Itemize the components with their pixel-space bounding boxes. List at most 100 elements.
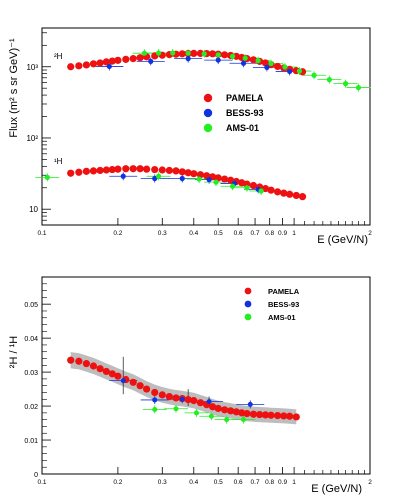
ratio-point-pamela — [256, 410, 264, 419]
ratio-y-tick-label: 0 — [34, 472, 38, 479]
flux-point-bess-93 — [206, 177, 212, 183]
ratio-point-pamela — [89, 362, 98, 370]
flux-point-pamela — [165, 166, 173, 175]
ratio-x-tick-label: 0.4 — [189, 479, 198, 486]
flux-legend-label-ams: AMS-01 — [226, 123, 259, 133]
flux-legend-label-pamela: PAMELA — [226, 93, 264, 103]
flux-point-ams-01 — [342, 81, 349, 87]
ratio-axes: 0.1 0.2 0.3 0.4 0.5 0.6 0.7 0.8 0.9 1 2 0 0.01 0.02 0.… — [24, 283, 372, 486]
flux-point-bess-93 — [185, 56, 191, 62]
ratio-point-ams-01 — [193, 410, 199, 416]
ratio-y-tick-label: 0.01 — [24, 438, 38, 445]
flux-point-pamela — [108, 165, 116, 174]
flux-point-bess-93 — [179, 175, 185, 182]
flux-point-pamela — [67, 63, 75, 71]
ratio-point-pamela — [232, 408, 240, 416]
flux-point-pamela — [273, 62, 282, 71]
ratio-point-bess-93 — [152, 397, 158, 403]
ratio-legend-marker-pamela — [244, 287, 252, 295]
ratio-point-pamela — [208, 403, 217, 411]
ratio-point-pamela — [151, 388, 159, 397]
ratio-point-pamela — [75, 357, 83, 365]
flux-point-pamela — [89, 60, 98, 68]
ratio-point-pamela — [286, 412, 294, 420]
flux-point-pamela — [178, 50, 186, 58]
ratio-plot-frame — [41, 276, 371, 475]
flux-axes: 0.1 0.2 0.3 0.4 0.5 0.6 0.7 0.8 0.9 1 2 10 10² 10³ — [26, 32, 372, 237]
flux-point-bess-93 — [215, 57, 221, 63]
flux-annotation-2h: ²H — [54, 52, 63, 61]
flux-x-axis-label: E (GeV/N) — [317, 234, 368, 246]
flux-point-pamela — [298, 193, 307, 201]
flux-point-pamela — [89, 167, 98, 175]
flux-point-pamela — [261, 59, 270, 67]
ratio-point-bess-93 — [120, 378, 126, 384]
flux-point-pamela — [249, 56, 258, 64]
ratio-point-ams-01 — [224, 417, 230, 423]
flux-point-ams-01 — [242, 55, 248, 61]
flux-point-pamela — [184, 169, 192, 177]
flux-point-pamela — [114, 56, 122, 64]
flux-point-ams-01 — [155, 173, 162, 179]
flux-point-pamela — [108, 57, 116, 65]
ratio-point-pamela — [220, 406, 229, 414]
ratio-legend-label-pamela: PAMELA — [268, 287, 300, 296]
flux-point-bess-93 — [120, 173, 126, 179]
ratio-point-pamela — [249, 410, 258, 418]
ratio-point-pamela — [280, 412, 288, 420]
flux-point-pamela — [143, 165, 151, 173]
flux-markers — [44, 49, 362, 201]
flux-y-tick-label: 10 — [29, 205, 38, 214]
ratio-y-tick-label: 0.05 — [24, 302, 38, 309]
ratio-legend-label-ams: AMS-01 — [268, 313, 296, 322]
ratio-x-tick-label: 0.3 — [158, 479, 167, 486]
flux-x-tick-label: 0.9 — [278, 230, 287, 237]
flux-point-pamela — [232, 52, 240, 60]
ratio-point-pamela — [165, 392, 173, 401]
ratio-point-pamela — [143, 385, 151, 393]
flux-x-tick-label: 0.1 — [37, 230, 46, 237]
flux-point-ams-01 — [170, 50, 176, 56]
ratio-point-pamela — [102, 367, 110, 376]
flux-point-pamela — [151, 165, 159, 174]
ratio-markers — [67, 356, 300, 423]
flux-point-ams-01 — [229, 53, 236, 59]
ratio-x-tick-label: 0.2 — [113, 479, 122, 486]
ratio-point-ams-01 — [241, 417, 247, 423]
flux-point-pamela — [267, 186, 275, 194]
ratio-x-tick-label: 0.5 — [214, 479, 223, 486]
flux-point-pamela — [136, 54, 144, 62]
ratio-y-tick-label: 0.04 — [24, 336, 38, 343]
flux-legend-label-bess: BESS-93 — [226, 108, 264, 118]
ratio-x-tick-label: 0.8 — [265, 479, 274, 486]
flux-x-tick-label: 2 — [368, 230, 372, 237]
flux-point-ams-01 — [155, 50, 162, 56]
flux-point-ams-01 — [258, 188, 264, 194]
flux-point-pamela — [129, 165, 137, 173]
flux-point-bess-93 — [240, 60, 247, 66]
ratio-x-tick-label: 2 — [368, 479, 372, 486]
flux-point-bess-93 — [148, 58, 154, 64]
flux-point-pamela — [172, 167, 180, 175]
ratio-legend-marker-ams — [244, 313, 252, 321]
flux-point-ams-01 — [255, 57, 261, 64]
flux-point-pamela — [122, 165, 130, 173]
ratio-x-tick-label: 0.6 — [234, 479, 243, 486]
flux-legend-marker-bess — [203, 108, 213, 118]
flux-point-pamela — [261, 184, 270, 193]
ratio-point-pamela — [190, 397, 198, 405]
flux-annotation-1h: ¹H — [54, 157, 63, 166]
flux-point-pamela — [220, 175, 229, 183]
flux-point-pamela — [96, 166, 104, 175]
flux-point-pamela — [102, 166, 110, 174]
ratio-point-pamela — [196, 399, 205, 407]
ratio-x-axis-label: E (GeV/N) — [311, 483, 362, 495]
flux-point-pamela — [190, 170, 198, 178]
flux-point-ams-01 — [229, 183, 236, 189]
flux-point-ams-01 — [311, 72, 317, 78]
flux-legend-marker-pamela — [203, 93, 213, 103]
flux-point-pamela — [67, 169, 75, 177]
flux-point-ams-01 — [326, 77, 332, 83]
ratio-point-pamela — [273, 411, 282, 420]
